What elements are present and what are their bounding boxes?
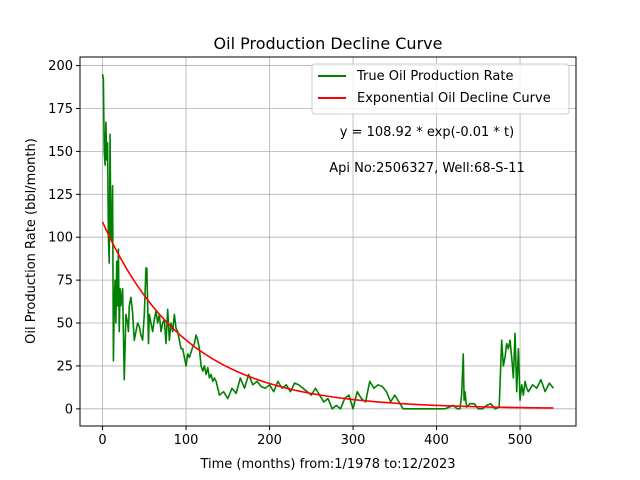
y-axis-ticks: 0 25 50 75 100 125 150 175 200 xyxy=(48,59,80,417)
y-tick-label: 25 xyxy=(56,359,73,374)
well-info-annotation: Api No:2506327, Well:68-S-11 xyxy=(329,161,525,176)
legend-label-decline-curve: Exponential Oil Decline Curve xyxy=(357,91,551,106)
y-tick-label: 150 xyxy=(48,145,73,160)
series-layer xyxy=(101,74,555,410)
plot-frame xyxy=(79,56,577,427)
legend-label-true-rate: True Oil Production Rate xyxy=(356,69,513,84)
y-tick-label: 100 xyxy=(48,231,73,246)
x-tick-label: 300 xyxy=(341,433,366,448)
x-tick-label: 500 xyxy=(508,433,533,448)
y-tick-label: 50 xyxy=(56,317,73,332)
x-tick-label: 0 xyxy=(98,433,106,448)
x-tick-label: 200 xyxy=(257,433,282,448)
y-tick-label: 75 xyxy=(56,274,73,289)
fit-equation-annotation: y = 108.92 * exp(-0.01 * t) xyxy=(340,125,514,140)
y-tick-label: 125 xyxy=(48,188,73,203)
x-axis-label: Time (months) from:1/1978 to:12/2023 xyxy=(199,457,455,472)
x-tick-label: 400 xyxy=(424,433,449,448)
chart-title: Oil Production Decline Curve xyxy=(214,34,443,53)
y-axis-label: Oil Production Rate (bbl/month) xyxy=(24,138,39,344)
legend-box xyxy=(311,63,570,115)
y-tick-label: 175 xyxy=(48,102,73,117)
y-tick-label: 200 xyxy=(48,59,73,74)
legend: True Oil Production Rate Exponential Oil… xyxy=(311,63,570,115)
series-line-exponential-decline-curve xyxy=(101,221,554,409)
y-tick-label: 0 xyxy=(65,402,73,417)
x-tick-label: 100 xyxy=(174,433,199,448)
x-axis-ticks: 0 100 200 300 400 500 xyxy=(98,426,532,448)
